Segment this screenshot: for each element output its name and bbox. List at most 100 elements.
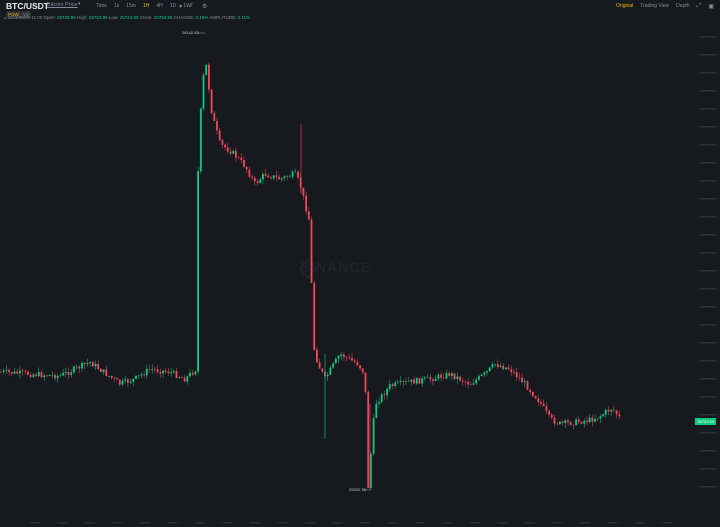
candle-body: [343, 354, 345, 358]
price-axis-tick: [700, 270, 716, 272]
candle-body: [140, 374, 143, 376]
candle-body: [518, 377, 521, 378]
candle-body: [305, 195, 307, 212]
candle-body: [213, 113, 216, 121]
candle-body: [618, 414, 621, 417]
candle-body: [253, 177, 256, 182]
time-axis-tick: [85, 522, 95, 524]
candle-body: [10, 372, 13, 374]
candle-body: [442, 377, 445, 379]
candle-body: [456, 376, 459, 379]
candle-body: [445, 372, 448, 379]
time-axis-tick: [277, 522, 288, 524]
indicator-icon[interactable]: ⫽: [190, 3, 193, 9]
time-axis-tick: [442, 522, 453, 524]
interval-1w[interactable]: 1W: [183, 3, 191, 9]
candle-body: [156, 369, 159, 372]
candlestick-chart[interactable]: 28142.83 25332.75: [0, 24, 720, 527]
price-axis-tick: [700, 414, 716, 416]
view-trading-view[interactable]: Trading View: [640, 3, 670, 9]
candle-body: [461, 380, 464, 382]
candle-body: [16, 371, 19, 374]
view-depth[interactable]: Depth: [676, 3, 690, 9]
price-axis-tick: [700, 72, 716, 74]
interval-4h[interactable]: 4H: [156, 3, 163, 9]
candle-body: [162, 370, 164, 374]
candle-body: [89, 361, 91, 363]
candle-body: [272, 175, 275, 179]
price-axis-tick: [700, 198, 716, 200]
candle-body: [469, 384, 472, 386]
interval-1s[interactable]: 1s: [113, 3, 120, 9]
chevron-down-icon[interactable]: ▾: [78, 1, 81, 7]
time-axis-tick: [635, 522, 645, 524]
price-axis-tick: [700, 144, 716, 146]
candle-body: [540, 402, 542, 404]
candle-body: [83, 362, 86, 365]
price-axis-tick: [700, 288, 716, 290]
candle-body: [75, 366, 78, 368]
settings-icon[interactable]: ⚙: [202, 4, 208, 10]
candle-body: [46, 375, 48, 377]
candle-body: [378, 401, 380, 404]
low-marker-label: 25332.75: [349, 487, 366, 492]
interval-time[interactable]: Time: [96, 3, 107, 9]
candle-body: [561, 421, 564, 424]
candle-body: [191, 372, 194, 375]
candle-body: [264, 173, 267, 176]
candle-body: [183, 377, 186, 382]
candle-body: [294, 171, 297, 173]
expand-icon[interactable]: ⤢: [696, 3, 702, 9]
candle-body: [604, 409, 607, 415]
star-icon[interactable]: ☆: [41, 3, 47, 9]
candle-body: [286, 176, 289, 178]
collapse-icon[interactable]: ▴: [4, 15, 7, 20]
candle-body: [118, 379, 121, 385]
more-intervals-icon[interactable]: ▾: [179, 4, 183, 10]
candle-body: [367, 391, 370, 488]
candle-body: [59, 375, 62, 377]
interval-1d[interactable]: 1D: [169, 3, 177, 9]
candle-body: [405, 381, 407, 382]
candle-body: [240, 157, 243, 160]
price-axis-tick: [700, 432, 716, 434]
candle-body: [332, 363, 334, 368]
price-axis-tick: [700, 126, 716, 128]
open-label: Open:: [43, 15, 56, 20]
layout-icon[interactable]: ▣: [708, 4, 714, 10]
price-axis-tick: [700, 360, 716, 362]
candle-body: [545, 405, 548, 411]
candle-body: [280, 178, 283, 180]
candle-body: [275, 175, 278, 177]
candle-body: [491, 364, 494, 368]
candle-body: [267, 175, 270, 178]
candle-body: [429, 376, 432, 380]
time-axis-tick: [222, 522, 233, 524]
price-type-selector[interactable]: Bitcoin Price: [47, 2, 78, 8]
candle-body: [108, 375, 110, 377]
candle-body: [613, 409, 615, 411]
candle-body: [5, 369, 8, 371]
interval-15m[interactable]: 15m: [126, 3, 136, 9]
last-price-tag: 25753.95: [695, 418, 716, 425]
pair-title: BTC/USDT: [6, 1, 49, 11]
candle-body: [472, 383, 475, 385]
interval-1h[interactable]: 1H: [142, 3, 150, 9]
vol-tag[interactable]: Vol: [21, 11, 32, 18]
view-original[interactable]: Original: [616, 3, 634, 9]
candle-body: [329, 367, 332, 375]
candle-body: [432, 379, 434, 381]
amplitude-value: 0.11%: [237, 15, 251, 20]
candle-body: [475, 379, 478, 384]
candle-body: [380, 394, 383, 402]
candle-body: [569, 422, 572, 425]
price-axis-tick: [700, 90, 716, 92]
candle-body: [132, 378, 135, 382]
candle-body: [94, 363, 97, 367]
candle-body: [129, 381, 132, 383]
candle-body: [505, 367, 507, 370]
candle-body: [105, 369, 108, 376]
candle-body: [486, 371, 488, 373]
candle-body: [216, 120, 218, 131]
view-switcher: Original Trading View Depth ⤢ ▣: [609, 3, 714, 10]
